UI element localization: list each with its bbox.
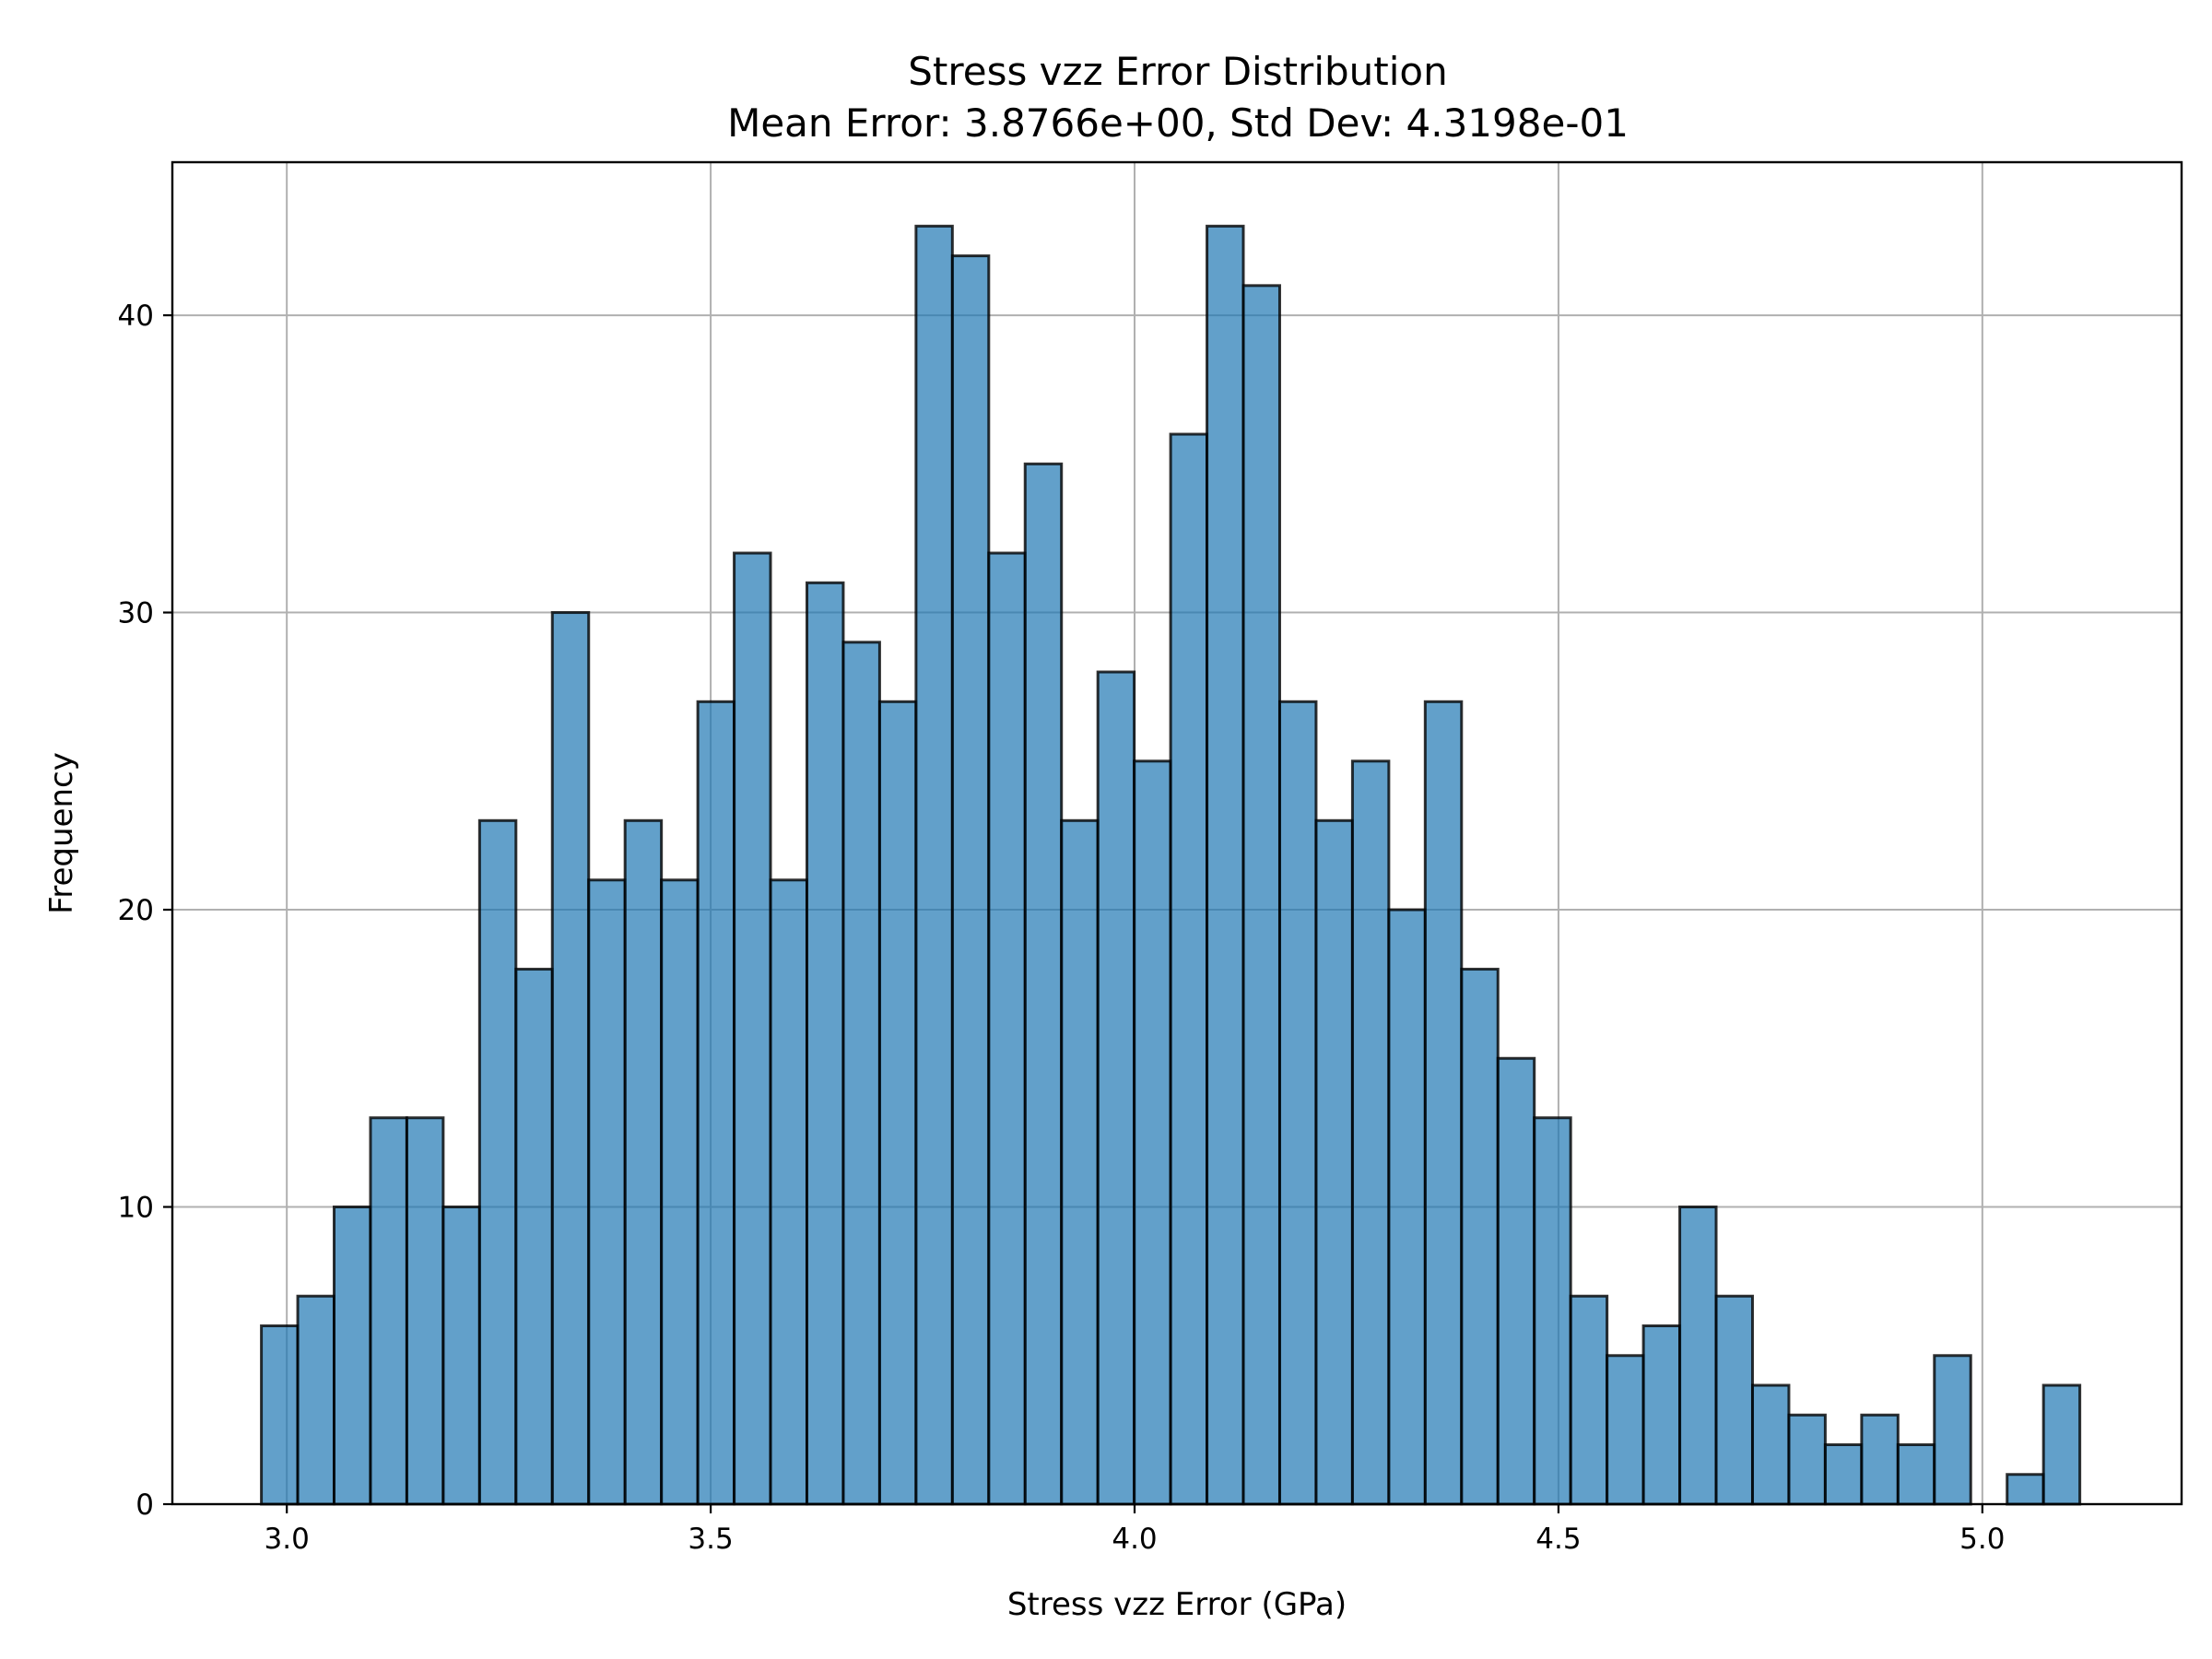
histogram-bar xyxy=(369,1116,408,1506)
histogram-bar xyxy=(550,611,591,1506)
y-axis-label: Frequency xyxy=(43,752,80,914)
histogram-bar xyxy=(1933,1354,1972,1506)
histogram-bar xyxy=(514,968,554,1506)
histogram-bar xyxy=(1423,700,1464,1506)
histogram-bar xyxy=(1606,1354,1645,1506)
histogram-bar xyxy=(660,878,700,1506)
histogram-bar xyxy=(1678,1206,1718,1506)
y-tick-label: 30 xyxy=(118,597,154,630)
histogram-bar xyxy=(1277,700,1318,1506)
ticks: 3.0 3.5 4.0 4.5 5.0 0 10 20 30 40 xyxy=(118,300,2006,1556)
histogram-bar xyxy=(1241,284,1281,1506)
histogram-bar xyxy=(1350,759,1391,1506)
histogram-bar xyxy=(1641,1324,1682,1506)
histogram-bar xyxy=(1169,432,1209,1506)
histogram-bar xyxy=(1023,462,1064,1506)
histogram-bar xyxy=(405,1116,445,1506)
x-tick-label: 3.0 xyxy=(265,1523,310,1556)
histogram-bar xyxy=(1314,818,1354,1506)
histogram-bar xyxy=(1823,1443,1864,1506)
histogram-bar xyxy=(1460,968,1500,1506)
histogram-bar xyxy=(1750,1383,1791,1506)
histogram-bar xyxy=(987,551,1027,1506)
histogram-bar xyxy=(1714,1294,1754,1506)
histogram-bar xyxy=(841,641,881,1506)
x-tick-label: 5.0 xyxy=(1959,1523,2005,1556)
chart-title: Stress vzz Error Distribution xyxy=(908,49,1447,94)
histogram-bar xyxy=(1096,670,1136,1506)
histogram-bar xyxy=(260,1324,300,1506)
y-tick-label: 10 xyxy=(118,1192,154,1225)
histogram-bar xyxy=(733,551,772,1506)
histogram-bar xyxy=(805,581,845,1506)
y-tick-label: 0 xyxy=(135,1488,154,1522)
histogram-bar xyxy=(477,818,518,1506)
histogram-bar xyxy=(1206,224,1245,1506)
histogram-bar xyxy=(1860,1413,1900,1506)
x-axis-label: Stress vzz Error (GPa) xyxy=(1007,1586,1347,1623)
histogram-bar xyxy=(914,224,954,1506)
x-tick-label: 3.5 xyxy=(688,1523,733,1556)
histogram-bar xyxy=(1060,818,1100,1506)
bars xyxy=(260,224,2082,1506)
histogram-bar xyxy=(2041,1383,2082,1506)
histogram-bar xyxy=(877,700,918,1506)
histogram-bar xyxy=(333,1206,372,1506)
histogram-bar xyxy=(1133,759,1172,1506)
histogram-bar xyxy=(587,878,627,1506)
histogram-bar xyxy=(1896,1443,1936,1506)
histogram-bar xyxy=(1387,908,1427,1506)
histogram-bar xyxy=(1533,1116,1572,1506)
histogram-bar xyxy=(623,818,664,1506)
histogram-bar xyxy=(769,878,808,1506)
chart-subtitle: Mean Error: 3.8766e+00, Std Dev: 4.3198e… xyxy=(727,100,1629,146)
histogram-bar xyxy=(1496,1056,1536,1506)
histogram-bar xyxy=(2006,1473,2045,1506)
histogram-bar xyxy=(1787,1413,1827,1506)
x-tick-label: 4.5 xyxy=(1535,1523,1581,1556)
y-tick-label: 40 xyxy=(118,300,154,333)
histogram-bar xyxy=(950,254,991,1506)
histogram-bar xyxy=(296,1294,336,1506)
x-tick-label: 4.0 xyxy=(1112,1523,1157,1556)
histogram-bar xyxy=(441,1206,481,1506)
histogram-bar xyxy=(696,700,736,1506)
histogram-bar xyxy=(1569,1294,1609,1506)
y-tick-label: 20 xyxy=(118,894,154,927)
plot-area-frame xyxy=(171,160,2183,1506)
